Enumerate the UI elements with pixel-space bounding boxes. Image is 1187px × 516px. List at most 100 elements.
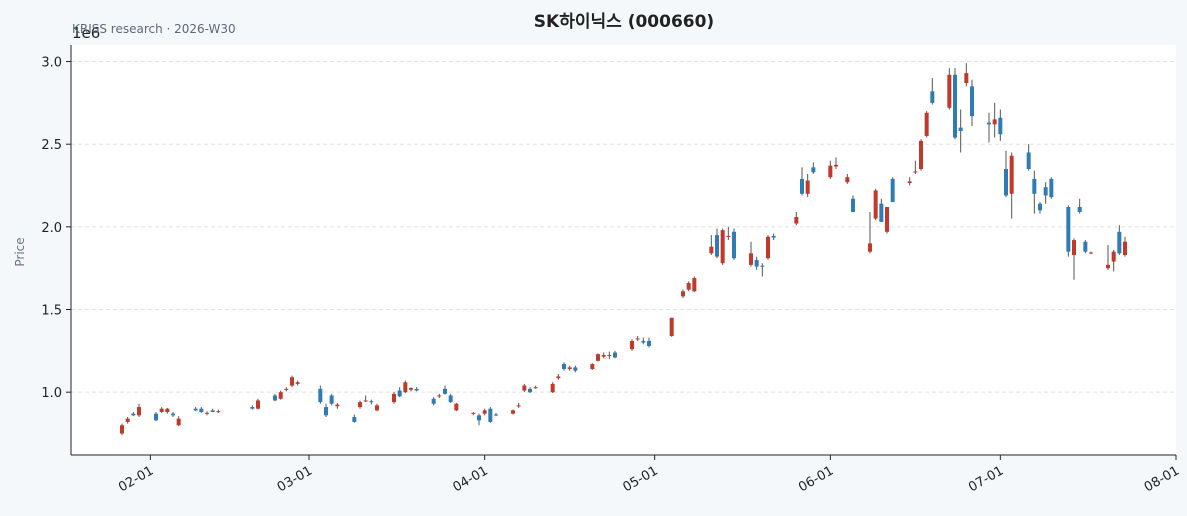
candle-body: [720, 230, 725, 264]
candle-body: [1123, 241, 1127, 255]
candle-body: [165, 408, 170, 413]
candle-body: [686, 283, 691, 290]
candle-body: [205, 412, 209, 414]
x-tick-label: 04-01: [450, 463, 490, 495]
candle-body: [375, 405, 379, 411]
candle-body: [329, 395, 334, 404]
candle-body: [533, 387, 538, 389]
candle-body: [715, 235, 719, 257]
candle-body: [647, 340, 651, 346]
y-tick-label: 1.0: [41, 386, 62, 401]
candle-body: [601, 354, 606, 357]
candle-body: [567, 367, 572, 370]
candle-body: [953, 74, 957, 138]
axis-offset: 1e6: [72, 24, 100, 42]
candle-body: [409, 388, 413, 390]
candle-body: [488, 408, 493, 422]
candle-body: [924, 112, 929, 136]
candle-body: [137, 407, 141, 416]
candle-body: [528, 388, 532, 393]
candle-body: [210, 410, 215, 413]
candle-body: [193, 408, 198, 411]
candle-body: [556, 376, 561, 379]
candle-body: [414, 388, 419, 391]
candle-body: [635, 338, 640, 340]
candle-body: [159, 408, 164, 413]
candle-body: [970, 86, 974, 117]
candle-body: [811, 167, 816, 173]
candle-body: [216, 411, 221, 413]
candle-body: [749, 253, 753, 265]
candle-body: [709, 246, 714, 254]
candle-body: [250, 407, 255, 409]
candle-body: [397, 390, 402, 397]
candle-body: [1077, 207, 1082, 212]
candle-body: [1043, 187, 1048, 196]
candle-body: [352, 416, 357, 422]
candle-body: [477, 415, 481, 421]
candle-body: [754, 259, 759, 267]
candle-body: [760, 265, 765, 267]
candle-body: [1111, 251, 1116, 262]
candle-body: [550, 383, 555, 393]
candle-body: [256, 400, 260, 409]
x-tick-label: 08-01: [1142, 463, 1182, 495]
candle-body: [562, 364, 566, 370]
plot-area: [71, 45, 1176, 455]
y-tick-label: 3.0: [41, 56, 62, 71]
candle-body: [834, 164, 838, 167]
candle-body: [987, 122, 991, 125]
candle-body: [1004, 168, 1008, 196]
candle-body: [885, 207, 889, 232]
candle-body: [131, 413, 136, 416]
candle-body: [1117, 231, 1122, 254]
candle-body: [766, 236, 770, 259]
candle-body: [879, 203, 884, 222]
candle-body: [794, 216, 799, 224]
candle-body: [1106, 264, 1110, 269]
candle-body: [1032, 178, 1037, 194]
candles: [120, 63, 1127, 436]
candle-body: [295, 382, 300, 384]
candle-body: [284, 388, 289, 390]
candle-body: [805, 180, 810, 194]
candle-body: [278, 392, 283, 399]
chart-title: SK하이닉스 (000660): [534, 12, 714, 32]
subtitle: KRISS research · 2026-W30: [72, 22, 236, 36]
candle-body: [335, 404, 340, 407]
candle-body: [692, 278, 697, 292]
candle-body: [290, 377, 294, 386]
candle-body: [947, 74, 952, 108]
candle-body: [771, 235, 776, 238]
candle-body: [443, 388, 447, 394]
x-tick-label: 06-01: [796, 463, 836, 495]
candle-body: [1072, 240, 1076, 255]
candle-body: [516, 405, 521, 407]
candle-body: [1049, 178, 1054, 198]
candle-body: [511, 410, 515, 414]
candle-body: [171, 413, 175, 416]
candle-body: [573, 367, 578, 371]
x-tick-label: 02-01: [116, 463, 156, 495]
candle-body: [176, 418, 181, 426]
candle-body: [1009, 155, 1014, 194]
candle-body: [1066, 207, 1071, 252]
candle-body: [919, 140, 923, 169]
candle-body: [1038, 203, 1042, 211]
candle-body: [403, 382, 408, 393]
candle-body: [681, 291, 685, 297]
candle-body: [1083, 241, 1088, 252]
candle-body: [998, 117, 1003, 135]
candle-body: [448, 395, 453, 403]
candle-body: [273, 395, 277, 401]
y-tick-label: 1.5: [41, 304, 62, 319]
candle-body: [363, 400, 368, 402]
candle-body: [522, 385, 527, 391]
candle-body: [471, 412, 476, 414]
candle-body: [482, 410, 487, 414]
y-axis-label: Price: [13, 237, 27, 266]
y-tick-label: 2.5: [41, 138, 62, 153]
candle-body: [800, 178, 804, 194]
candle-body: [726, 235, 731, 237]
candle-body: [199, 408, 204, 413]
